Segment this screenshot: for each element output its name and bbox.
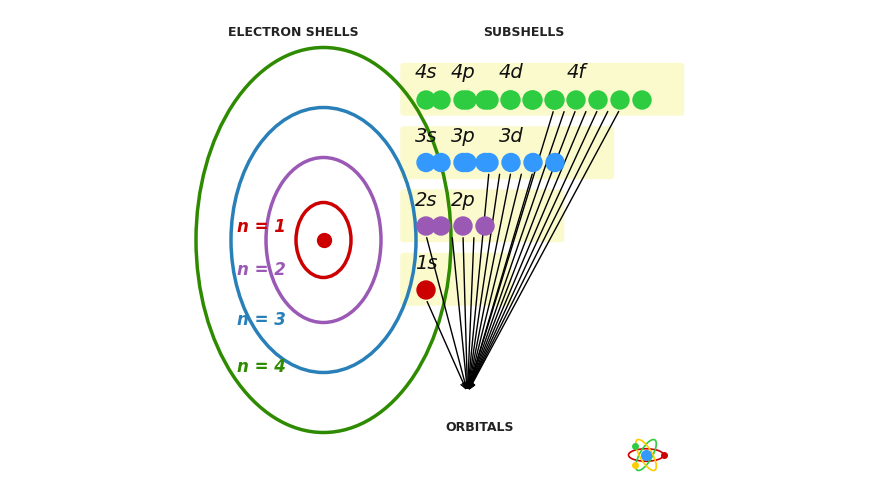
Circle shape	[476, 91, 494, 109]
Circle shape	[432, 154, 450, 172]
FancyBboxPatch shape	[401, 190, 564, 242]
Circle shape	[454, 91, 472, 109]
Circle shape	[417, 281, 435, 299]
Text: 4d: 4d	[499, 63, 524, 82]
Text: ORBITALS: ORBITALS	[446, 421, 514, 434]
Circle shape	[432, 217, 450, 235]
Circle shape	[476, 217, 494, 235]
Circle shape	[567, 91, 585, 109]
Circle shape	[432, 91, 450, 109]
Circle shape	[454, 217, 472, 235]
Circle shape	[523, 91, 541, 109]
Circle shape	[480, 91, 498, 109]
Circle shape	[501, 91, 519, 109]
Circle shape	[546, 91, 564, 109]
FancyBboxPatch shape	[401, 64, 683, 115]
Text: n = 4: n = 4	[237, 358, 285, 376]
FancyBboxPatch shape	[401, 127, 614, 178]
Circle shape	[589, 91, 607, 109]
Text: 4p: 4p	[451, 63, 475, 82]
Text: 3s: 3s	[415, 126, 438, 146]
Text: 2p: 2p	[451, 190, 475, 210]
Circle shape	[417, 217, 435, 235]
Circle shape	[611, 91, 629, 109]
Circle shape	[633, 91, 651, 109]
FancyBboxPatch shape	[401, 254, 511, 305]
Text: ELECTRON SHELLS: ELECTRON SHELLS	[228, 26, 359, 39]
Circle shape	[524, 91, 542, 109]
Circle shape	[546, 154, 564, 172]
Circle shape	[545, 91, 563, 109]
Circle shape	[502, 91, 520, 109]
Text: 4s: 4s	[415, 63, 438, 82]
Circle shape	[417, 154, 435, 172]
Circle shape	[480, 154, 498, 172]
Circle shape	[458, 91, 476, 109]
Text: 1s: 1s	[415, 254, 438, 273]
Text: 4f: 4f	[567, 63, 586, 82]
Circle shape	[417, 91, 435, 109]
Text: n = 3: n = 3	[237, 311, 285, 329]
Text: n = 2: n = 2	[237, 261, 285, 279]
Circle shape	[476, 154, 494, 172]
Text: 2s: 2s	[415, 190, 438, 210]
Circle shape	[458, 154, 476, 172]
Circle shape	[524, 154, 542, 172]
Circle shape	[454, 154, 472, 172]
Text: 3p: 3p	[451, 126, 475, 146]
Circle shape	[502, 154, 520, 172]
Text: n = 1: n = 1	[237, 218, 285, 236]
Text: SUBSHELLS: SUBSHELLS	[483, 26, 564, 39]
Text: 3d: 3d	[499, 126, 524, 146]
